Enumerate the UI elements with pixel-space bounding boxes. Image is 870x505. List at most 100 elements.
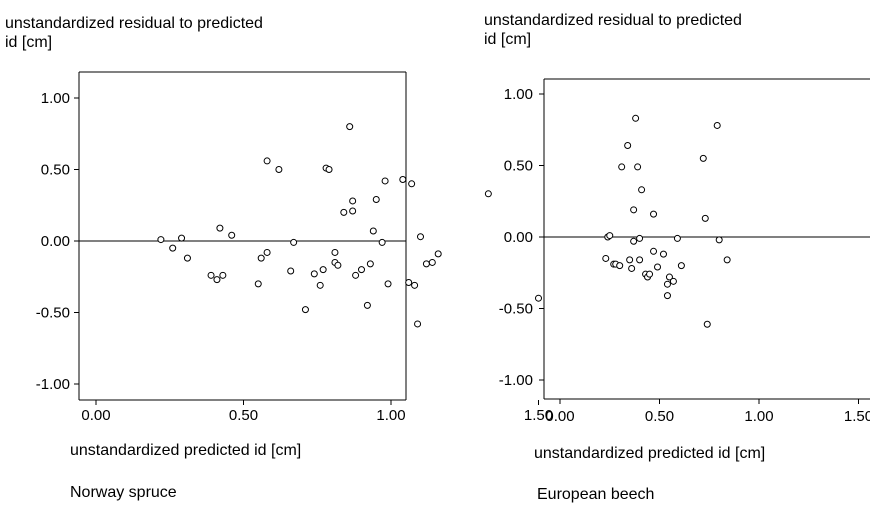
data-point [634, 163, 642, 171]
data-point [352, 271, 360, 279]
data-point [301, 306, 309, 314]
data-point [665, 273, 673, 281]
data-point [257, 254, 265, 262]
data-point [363, 301, 371, 309]
data-point [178, 234, 186, 242]
x-tick-label: 1.50 [524, 407, 553, 424]
data-point [673, 234, 681, 242]
data-point [169, 244, 177, 252]
y-tick-label: -1.00 [499, 372, 533, 389]
data-point [650, 247, 658, 255]
data-point [632, 114, 640, 122]
data-point [659, 250, 667, 258]
y-tick-label: 1.00 [504, 86, 533, 103]
data-point [290, 238, 298, 246]
data-point [646, 270, 654, 278]
data-point [654, 263, 662, 271]
data-point [254, 280, 262, 288]
data-point [630, 206, 638, 214]
y-axis-label-line2: id [cm] [484, 31, 531, 48]
y-tick-label: -1.00 [36, 376, 70, 393]
x-tick-label: 0.00 [81, 407, 110, 424]
data-point [349, 207, 357, 215]
data-point [411, 281, 419, 289]
data-point [228, 231, 236, 239]
data-point [372, 196, 380, 204]
data-point [275, 166, 283, 173]
panel-label: European beech [537, 486, 654, 503]
x-tick-label: 1.50 [844, 408, 870, 425]
data-point [636, 234, 644, 242]
data-point [216, 224, 224, 232]
data-point [414, 320, 422, 328]
data-point [677, 262, 685, 270]
data-point [606, 232, 614, 240]
data-point [316, 281, 324, 289]
data-point [650, 210, 658, 218]
data-point [399, 176, 407, 184]
data-point [340, 208, 348, 216]
data-point [213, 276, 221, 284]
data-point [366, 260, 374, 268]
data-point [713, 121, 721, 129]
y-tick-label: 0.50 [41, 162, 70, 179]
data-point [157, 236, 165, 244]
x-tick-label: 0.00 [545, 408, 574, 425]
data-point [669, 277, 677, 285]
data-point [616, 262, 624, 270]
data-point [417, 233, 424, 241]
data-point [378, 238, 386, 246]
x-axis-label: unstandardized predicted id [cm] [534, 445, 765, 462]
data-point [638, 186, 646, 194]
data-point [408, 180, 416, 188]
x-tick-label: 0.50 [229, 407, 258, 424]
y-tick-label: 0.50 [504, 158, 533, 175]
data-point [331, 248, 339, 256]
data-point [715, 236, 723, 244]
x-axis-label: unstandardized predicted id [cm] [70, 442, 301, 459]
panel-label: Norway spruce [70, 484, 177, 501]
y-tick-label: -0.50 [36, 305, 70, 322]
data-point [219, 271, 227, 279]
x-tick-label: 1.00 [744, 408, 773, 425]
data-point [618, 163, 626, 171]
data-point [535, 294, 542, 302]
x-tick-label: 1.00 [376, 407, 405, 424]
data-point [349, 197, 357, 205]
chart-panel-norway-spruce: unstandardized residual to predicted id … [5, 15, 553, 501]
data-point [428, 258, 436, 266]
data-point [183, 254, 191, 262]
data-point [263, 157, 271, 165]
data-point [484, 190, 492, 198]
data-point [434, 250, 442, 258]
data-point [287, 267, 295, 275]
y-tick-label: 1.00 [41, 90, 70, 107]
data-point [405, 278, 413, 286]
x-tick-label: 0.50 [645, 408, 674, 425]
data-point [628, 264, 636, 272]
data-point [381, 177, 389, 185]
data-point [624, 141, 632, 149]
y-axis-label-line1: unstandardized residual to predicted [5, 15, 263, 32]
data-point [334, 261, 342, 269]
data-point [325, 166, 333, 173]
data-point [663, 292, 671, 300]
data-point [358, 266, 365, 274]
data-point [319, 266, 327, 274]
data-point [703, 320, 711, 328]
data-point [663, 280, 671, 288]
y-tick-label: 0.00 [41, 233, 70, 250]
data-point [369, 227, 377, 235]
chart-panel-european-beech: unstandardized residual to predicted id … [484, 12, 870, 503]
y-tick-label: 0.00 [504, 229, 533, 246]
data-point [636, 256, 644, 264]
y-axis-label-line1: unstandardized residual to predicted [484, 12, 742, 29]
data-point [630, 237, 638, 245]
data-point [263, 248, 271, 256]
data-point [384, 280, 392, 288]
data-point [207, 271, 215, 279]
data-point [701, 214, 709, 222]
y-tick-label: -0.50 [499, 301, 533, 318]
data-point [626, 256, 634, 264]
